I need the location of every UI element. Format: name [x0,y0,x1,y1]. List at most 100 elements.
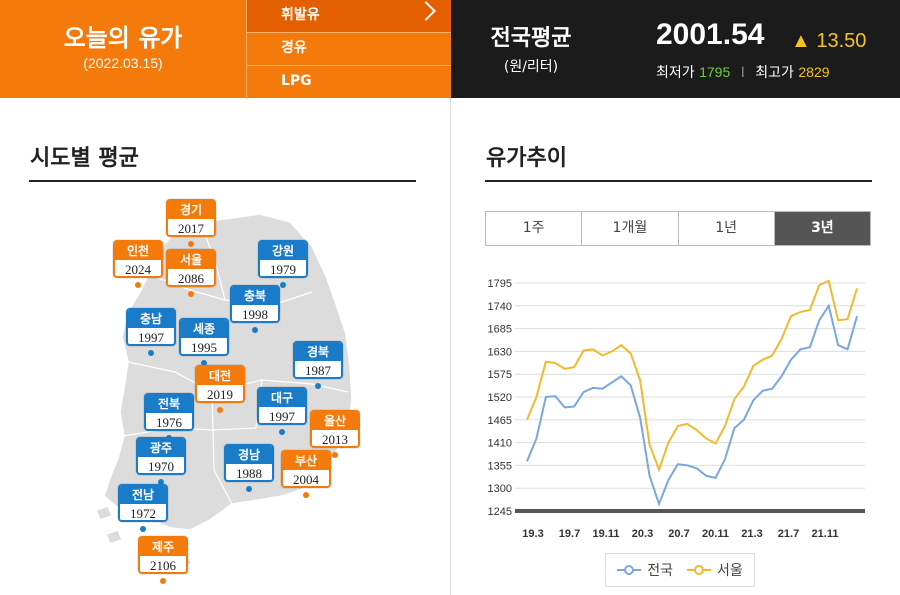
region-marker-dot [188,291,194,297]
region-price: 1987 [295,361,341,377]
region-section-underline [29,180,416,182]
x-tick-label: 20.3 [632,528,653,540]
region-badge[interactable]: 제주 2106 [138,536,188,574]
region-badge[interactable]: 강원 1979 [258,240,308,278]
region-badge[interactable]: 전북 1976 [144,393,194,431]
tab-1-year[interactable]: 1년 [679,212,775,245]
legend-national-marker [617,565,642,575]
region-badge[interactable]: 전남 1972 [118,484,168,522]
y-tick-label: 1795 [488,278,512,290]
series-line-seoul [526,279,858,473]
y-tick-label: 1245 [488,506,512,518]
y-tick-label: 1355 [488,460,512,472]
y-tick-label: 1630 [488,346,512,358]
fuel-item-label: 경유 [281,40,307,56]
region-marker-dot [158,479,164,485]
fuel-item-gasoline[interactable]: 휘발유 [246,0,451,33]
x-tick-label: 19.7 [559,528,580,540]
region-name: 부산 [283,452,329,470]
chart-legend: 전국 서울 [605,553,755,587]
map-border-5 [211,391,233,505]
region-price: 1997 [259,407,305,423]
region-name: 세종 [181,320,227,338]
today-date: (2022.03.15) [83,55,163,71]
legend-national-label: 전국 [647,563,673,579]
x-tick-label: 21.3 [741,528,762,540]
region-price: 1970 [138,457,184,473]
region-badge[interactable]: 경기 2017 [166,199,216,237]
region-name: 인천 [115,242,161,260]
region-price: 2019 [197,385,243,401]
region-badge[interactable]: 충북 1998 [230,285,280,323]
trend-section-underline [485,180,872,182]
region-name: 울산 [312,412,358,430]
y-tick-label: 1520 [488,392,512,404]
tab-1-month[interactable]: 1개월 [582,212,679,245]
region-name: 대전 [197,367,243,385]
today-title: 오늘의 유가 [63,24,183,52]
region-badge[interactable]: 광주 1970 [136,437,186,475]
region-name: 충남 [128,310,174,328]
x-tick-label: 20.7 [668,528,689,540]
x-tick-label: 21.11 [812,528,839,540]
region-marker-dot [315,383,321,389]
y-tick-label: 1685 [488,324,512,336]
region-badge[interactable]: 부산 2004 [281,450,331,488]
tab-3-years[interactable]: 3년 [774,212,870,245]
region-marker-dot [303,492,309,498]
region-price: 2004 [283,470,329,486]
region-price: 1995 [181,338,227,354]
region-name: 전북 [146,395,192,413]
tab-1-week[interactable]: 1주 [486,212,583,245]
low-high-row: 최저가 1795 I 최고가 2829 [656,62,830,82]
region-marker-dot [148,350,154,356]
region-marker-dot [135,282,141,288]
region-price: 1979 [260,260,306,276]
region-name: 충북 [232,287,278,305]
region-name: 경기 [168,201,214,219]
region-badge[interactable]: 충남 1997 [126,308,176,346]
korea-map [95,213,353,571]
y-tick-label: 1465 [488,415,512,427]
low-label: 최저가 [656,65,695,81]
region-badge[interactable]: 세종 1995 [179,318,229,356]
legend-seoul-label: 서울 [717,563,743,579]
region-name: 대구 [259,389,305,407]
legend-seoul-marker [687,565,711,575]
region-badge[interactable]: 경남 1988 [224,444,274,482]
region-badge[interactable]: 인천 2024 [113,240,163,278]
region-marker-dot [188,241,194,247]
fuel-item-diesel[interactable]: 경유 [246,33,451,66]
x-tick-label: 19.11 [593,528,620,540]
price-change: ▲ 13.50 [791,30,867,52]
region-name: 경북 [295,343,341,361]
region-badge[interactable]: 대구 1997 [257,387,307,425]
region-name: 강원 [260,242,306,260]
region-price: 1972 [120,504,166,520]
region-marker-dot [160,578,166,584]
column-divider [450,98,451,595]
region-marker-dot [252,327,258,333]
region-name: 광주 [138,439,184,457]
region-marker-dot [201,360,207,366]
region-badge[interactable]: 대전 2019 [195,365,245,403]
x-tick-label: 20.11 [702,528,729,540]
low-value: 1795 [699,64,731,80]
y-tick-label: 1300 [488,483,512,495]
y-tick-label: 1575 [488,369,512,381]
map-island-a [95,505,113,521]
separator: I [740,65,745,81]
map-border-2 [149,274,226,301]
region-badge[interactable]: 경북 1987 [293,341,343,379]
price-trend-chart: 1245 1300 1355 1410 1465 1520 1575 1630 1685 1740… [488,278,865,540]
x-tick-label: 21.7 [778,528,799,540]
top-banner: 오늘의 유가 (2022.03.15) 휘발유 경유 LPG 전국평균 (원/리… [0,0,900,99]
fuel-item-label: LPG [281,73,312,89]
today-panel: 오늘의 유가 (2022.03.15) [0,0,246,98]
region-price: 2017 [168,219,214,235]
region-price: 1988 [226,464,272,480]
region-badge[interactable]: 서울 2086 [166,249,216,287]
region-price: 2086 [168,269,214,285]
region-badge[interactable]: 울산 2013 [310,410,360,448]
fuel-item-lpg[interactable]: LPG [246,66,451,99]
